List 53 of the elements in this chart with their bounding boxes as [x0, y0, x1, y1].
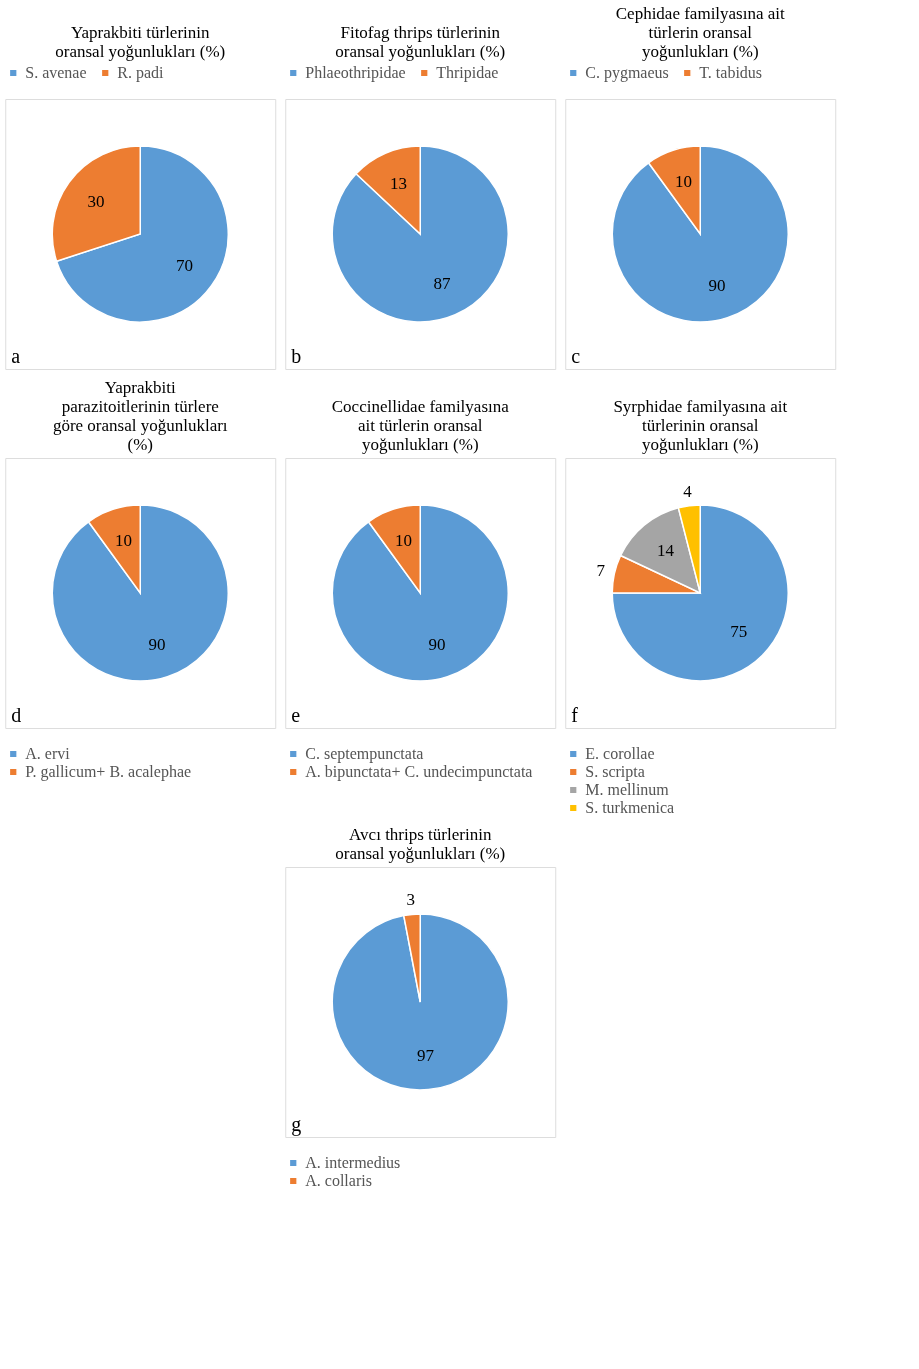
data-label: 75 [730, 621, 748, 641]
data-label: 90 [428, 634, 446, 654]
text: c [571, 345, 581, 367]
legend-label: Thripidae [436, 64, 499, 82]
data-label: 90 [708, 275, 726, 295]
data-label: 87 [433, 274, 451, 294]
pie-slice [331, 913, 509, 1091]
legend-label: M. mellinum [585, 781, 670, 798]
legend-label: Phlaeothripidae [305, 64, 406, 82]
data-label: 3 [406, 890, 415, 910]
data-label: 7 [596, 560, 606, 580]
data-label: 10 [674, 172, 692, 192]
legend-label: E. corollae [585, 745, 655, 762]
chart-title: Coccinellidae familyasına ait türlerin oransal yoğunlukları (%) [331, 397, 510, 454]
legend-label: S. turkmenica [585, 799, 675, 816]
data-label: 70 [175, 256, 193, 276]
pie-slice [611, 145, 789, 323]
chart-title: Cephidae familyasına ait türlerin oransal yoğunlukları (%) [615, 4, 786, 61]
legend-label: A. bipunctata+ C. undecimpunctata [305, 763, 533, 781]
legend-label: S. avenae [25, 64, 87, 81]
legend-label: P. gallicum+ B. acalephae [25, 763, 192, 781]
chart-title: Avcı thrips türlerinin oransal yoğunlukları (%) [335, 825, 506, 863]
legend-label: C. septempunctata [305, 745, 424, 763]
pie-slice [51, 504, 229, 682]
legend-label: A. ervi [25, 745, 71, 762]
text: a [11, 345, 21, 367]
data-label: 30 [87, 191, 105, 211]
pie-slice [331, 504, 509, 682]
text: g [291, 1113, 302, 1136]
pie-slice [611, 504, 789, 682]
legend-label: A. collaris [305, 1172, 372, 1189]
legend-label: C. pygmaeus [585, 64, 669, 82]
text: d [11, 704, 22, 726]
chart-title: Syrphidae familyasına ait türlerinin oransal yoğunlukları (%) [613, 397, 788, 454]
pie-slice [55, 145, 229, 323]
chart-title: Yaprakbiti türlerinin oransal yoğunlukları (%) [55, 23, 226, 61]
chart-title: Yaprakbiti parazitoitlerinin türlere göre oransal yoğunlukları (%) [52, 378, 228, 454]
data-label: 14 [656, 540, 675, 560]
chart-title: Fitofag thrips türlerinin oransal yoğunlukları (%) [335, 23, 506, 61]
data-label: 97 [416, 1046, 435, 1066]
data-label: 10 [394, 531, 412, 551]
pie-slice [331, 145, 509, 323]
legend-label: S. scripta [585, 763, 645, 781]
legend-label: A. intermedius [305, 1154, 401, 1171]
data-label: 90 [148, 634, 166, 654]
legend-label: R. padi [117, 64, 165, 82]
text: b [291, 345, 302, 367]
text: e [291, 704, 301, 726]
text: f [571, 704, 579, 726]
legend-label: T. tabidus [699, 64, 763, 81]
data-label: 4 [683, 481, 693, 501]
data-label: 13 [390, 173, 408, 193]
data-label: 10 [114, 531, 132, 551]
